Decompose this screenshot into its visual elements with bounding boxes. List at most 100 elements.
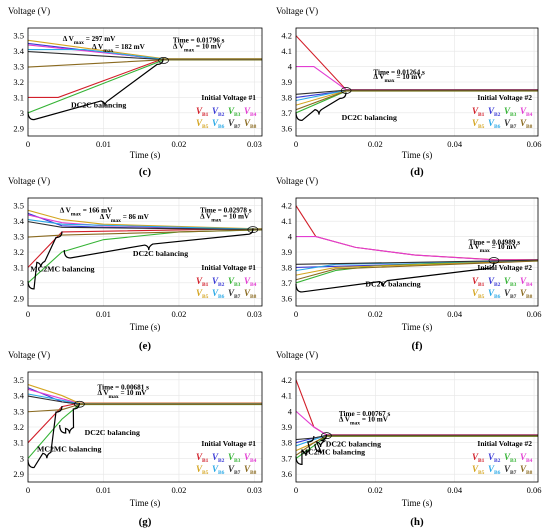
x-tick-label: 0.02	[368, 139, 383, 149]
legend-entry: VB7	[504, 464, 517, 476]
y-axis-label: Voltage (V)	[8, 176, 50, 186]
y-tick-label: 3.2	[13, 77, 24, 87]
plot-area	[27, 197, 263, 307]
x-axis-label: Time (s)	[402, 322, 432, 332]
x-axis-label: Time (s)	[402, 498, 432, 508]
y-tick-label: 2.9	[13, 469, 24, 479]
legend-entry: VB7	[228, 118, 241, 130]
plot-area	[295, 197, 539, 307]
annotation-text: Time = 0.00767 s	[339, 410, 391, 418]
annotation-text: MC2MC balancing	[301, 448, 365, 457]
convergence-marker	[158, 57, 169, 64]
annotation-text: Δ Vmax = 10 mV	[173, 42, 223, 53]
panel-caption: (g)	[139, 516, 152, 528]
annotation-text: Time = 0.02978 s	[200, 207, 252, 215]
y-tick-label: 3.5	[13, 201, 24, 211]
y-tick-label: 3.2	[13, 247, 24, 257]
series-group	[296, 35, 538, 114]
legend-entry: VB3	[228, 276, 241, 288]
y-tick-label: 3.9	[281, 422, 292, 432]
legend-entry: VB8	[244, 118, 257, 130]
annotation-text: Time = 0.00681 s	[97, 383, 149, 391]
legend-entry: VB4	[244, 276, 257, 288]
y-tick-label: 3.6	[281, 123, 292, 133]
y-tick-label: 3.2	[13, 422, 24, 432]
chart-panel-e: Voltage (V) 2.9 3 3.1 3.2 3.3 3.4 3.5 0 0.01 0.02 0…	[8, 176, 263, 352]
x-axis-label: Time (s)	[130, 150, 160, 160]
series-line-1	[296, 35, 538, 91]
y-tick-label: 3.8	[281, 438, 292, 448]
legend-entry: VB5	[196, 288, 209, 300]
legend-entry: VB1	[472, 452, 485, 464]
legend-title: Initial Voltage #1	[201, 93, 256, 102]
y-tick-label: 3.7	[281, 108, 292, 118]
legend-entry: VB1	[472, 106, 485, 118]
legend-entry: VB4	[520, 106, 533, 118]
plot-area	[295, 371, 539, 483]
y-tick-label: 3.8	[281, 262, 292, 272]
chart-panel-h: Voltage (V) 3.6 3.7 3.8 3.9 4 4.1 4.2 0 0.02 0.04 0…	[276, 350, 541, 528]
y-tick-label: 3.9	[281, 247, 292, 257]
annotation-text: DC2C balancing	[85, 428, 140, 437]
chart-panel-c: Voltage (V) 2.9 3 3.1 3.2 3.3 3.4 3.5 0 0.01 0.02 0…	[8, 6, 263, 178]
y-tick-label: 4	[288, 406, 293, 416]
series-line-8	[296, 260, 538, 281]
legend-entry: VB6	[488, 288, 501, 300]
legend-entry: VB6	[212, 118, 225, 130]
x-axis-label: Time (s)	[130, 322, 160, 332]
legend-entry: VB4	[520, 452, 533, 464]
y-tick-label: 4.2	[281, 31, 292, 41]
y-tick-label: 2.9	[13, 293, 24, 303]
x-tick-label: 0.01	[96, 139, 111, 149]
x-tick-label: 0.06	[527, 309, 542, 319]
convergence-marker	[321, 432, 332, 439]
y-tick-label: 2.9	[13, 123, 24, 133]
x-tick-label: 0	[294, 485, 298, 495]
series-line-6	[28, 219, 262, 230]
y-tick-label: 4	[288, 232, 293, 242]
series-group	[28, 384, 262, 459]
legend-entry: VB5	[472, 118, 485, 130]
annotation-text: MC2MC balancing	[30, 264, 94, 273]
legend-entry: VB7	[228, 288, 241, 300]
x-tick-label: 0.06	[527, 485, 542, 495]
x-tick-label: 0	[26, 139, 30, 149]
legend-entry: VB8	[244, 288, 257, 300]
legend-entry: VB7	[504, 288, 517, 300]
annotation-text: DC2C balancing	[133, 249, 188, 258]
convergence-marker	[74, 400, 85, 408]
convergence-marker	[247, 226, 259, 233]
legend-entry: VB3	[228, 452, 241, 464]
series-line-8	[28, 229, 262, 238]
y-tick-label: 3.6	[281, 293, 292, 303]
x-tick-label: 0.02	[172, 139, 187, 149]
annotation-text: Time = 0.04989 s	[469, 238, 521, 246]
bracket	[314, 434, 328, 453]
series-group	[296, 379, 538, 459]
annotation-text: Δ Vmax = 166 mV	[60, 207, 113, 218]
legend-entry: VB5	[196, 118, 209, 130]
legend-entry: VB3	[504, 276, 517, 288]
legend-entry: VB7	[504, 118, 517, 130]
x-tick-label: 0.02	[368, 485, 383, 495]
legend-entry: VB8	[244, 464, 257, 476]
legend-entry: VB1	[472, 276, 485, 288]
x-tick-label: 0.03	[247, 139, 262, 149]
legend-title: Initial Voltage #2	[477, 93, 532, 102]
annotation-text: Δ Vmax = 10 mV	[339, 416, 389, 427]
legend-entry: VB4	[520, 276, 533, 288]
x-tick-label: 0.02	[172, 485, 187, 495]
chart-panel-g: Voltage (V) 2.9 3 3.1 3.2 3.3 3.4 3.5 0 0.01 0.02 0…	[8, 350, 263, 528]
chart-panel-f: Voltage (V) 3.6 3.7 3.8 3.9 4 4.1 4.2 0 0.02 0.04 0…	[276, 176, 541, 352]
annotation-text: Δ Vmax = 10 mV	[373, 73, 423, 84]
series-line-8	[296, 435, 538, 456]
plot-area	[27, 27, 263, 137]
y-tick-label: 4.2	[281, 375, 292, 385]
y-tick-label: 4.1	[281, 46, 292, 56]
annotation-text: Δ Vmax = 297 mV	[63, 35, 116, 46]
y-tick-label: 3.1	[13, 262, 24, 272]
x-tick-label: 0.01	[96, 309, 111, 319]
x-tick-label: 0	[294, 139, 298, 149]
x-tick-label: 0.04	[447, 139, 463, 149]
